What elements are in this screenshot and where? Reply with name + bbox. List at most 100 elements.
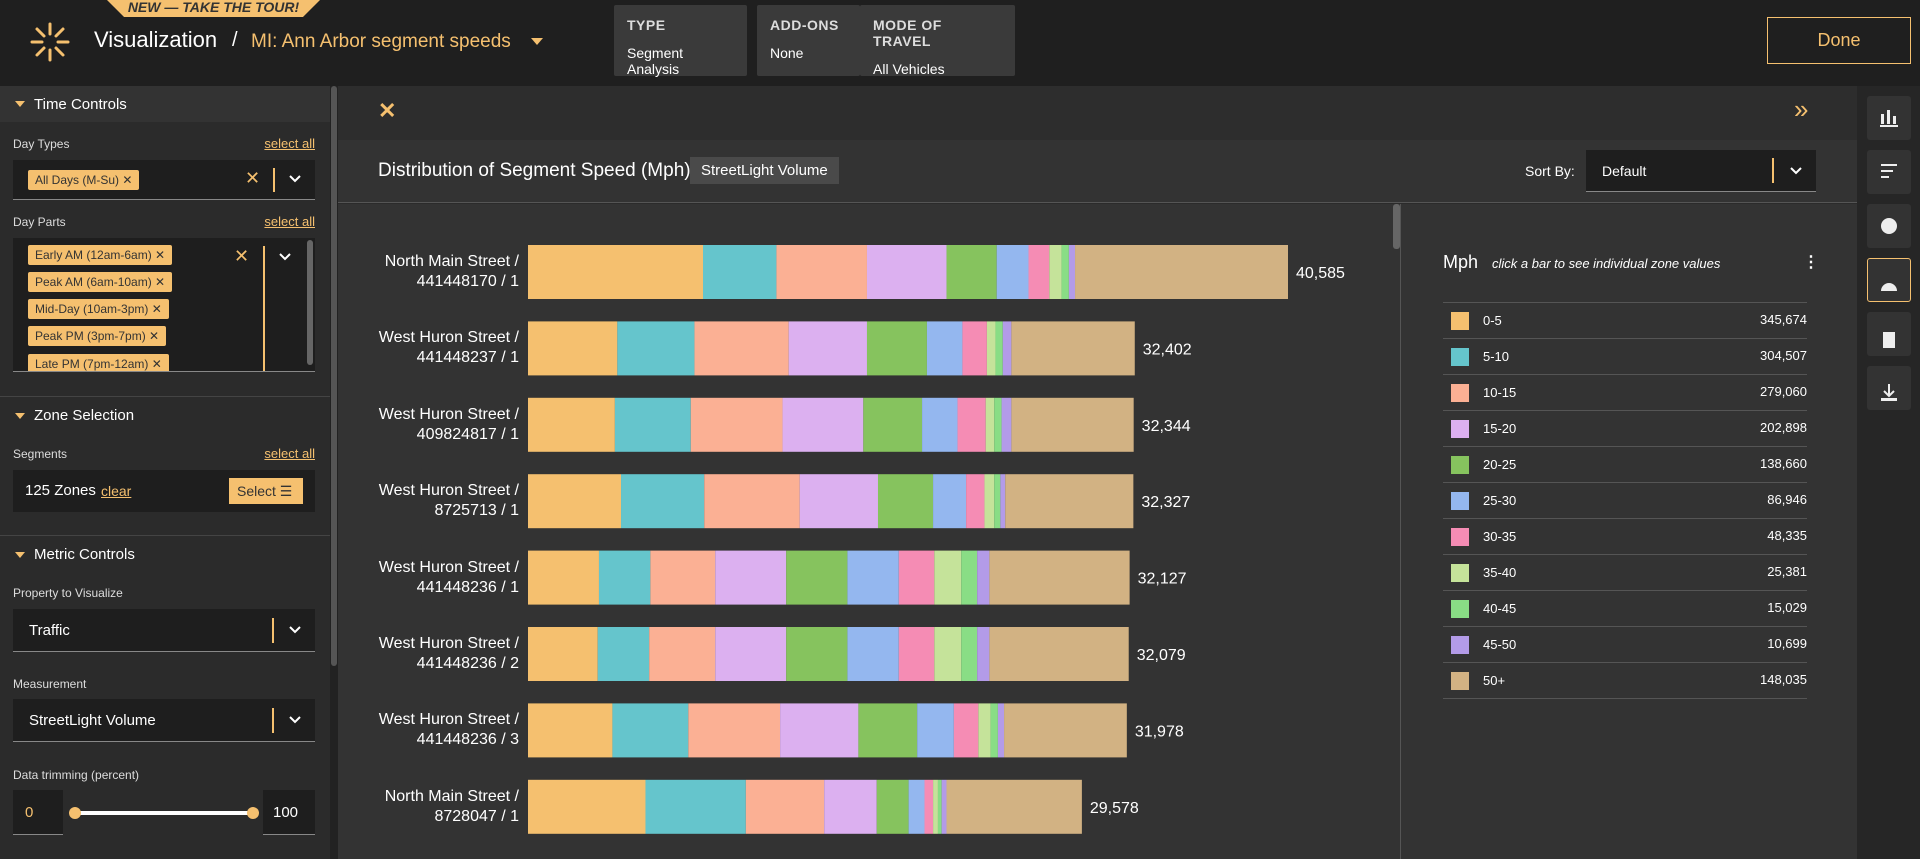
badge: StreetLight Volume <box>690 157 839 184</box>
legend-name: 50+ <box>1483 673 1506 688</box>
sort-select[interactable]: Default <box>1586 150 1816 192</box>
trim-min[interactable]: 0 <box>13 790 63 835</box>
bar-segment <box>934 627 962 681</box>
setting-addons[interactable]: ADD-ONS None <box>757 5 860 76</box>
clear-link[interactable]: clear <box>101 483 132 499</box>
bar-segment <box>847 627 899 681</box>
bar-segment <box>688 703 781 758</box>
select-all[interactable]: select all <box>264 214 315 229</box>
category-label: West Huron Street / 441448236 / 1 <box>378 558 519 596</box>
dropdown-arrow[interactable] <box>530 36 544 46</box>
scrollbar[interactable] <box>331 86 337 666</box>
scrollbar[interactable] <box>1393 204 1400 249</box>
chip[interactable]: Peak PM (3pm-7pm) ✕ <box>28 326 167 346</box>
bar-segment <box>528 627 598 681</box>
bar-segment <box>786 550 848 605</box>
category-label: North Main Street / 441448170 / 1 <box>384 253 519 290</box>
bar-segment <box>782 397 864 452</box>
legend-panel: Mph click a bar to see individual zone v… <box>1400 204 1857 859</box>
chip[interactable]: Late PM (7pm-12am) ✕ <box>28 354 169 371</box>
setting-label: TYPE <box>627 17 666 33</box>
property-select[interactable]: Traffic <box>13 609 315 652</box>
legend-swatch <box>1451 420 1469 438</box>
chip-text: Early AM (12am-6am) <box>35 248 152 262</box>
chip[interactable]: Early AM (12am-6am) ✕ <box>28 245 173 265</box>
legend-divider <box>1443 662 1807 663</box>
setting-type[interactable]: TYPE Segment Analysis <box>614 5 747 77</box>
section-title[interactable]: Metric Controls <box>34 546 135 563</box>
bar-segment <box>1004 703 1127 758</box>
slider-handle[interactable] <box>247 807 259 819</box>
total-label: 32,127 <box>1138 571 1187 588</box>
setting-label: ADD-ONS <box>770 17 839 33</box>
bar-segment <box>933 779 938 834</box>
bar-segment <box>1002 321 1012 376</box>
measurement-select[interactable]: StreetLight Volume <box>13 699 315 742</box>
close-button[interactable]: ✕ <box>378 98 397 123</box>
chip[interactable]: Peak AM (6am-10am) ✕ <box>28 272 173 292</box>
legend-swatch <box>1451 636 1469 654</box>
bar-segment <box>786 627 848 681</box>
bar-segment <box>1005 474 1134 529</box>
bar-segment <box>898 550 935 605</box>
bar-segment <box>1011 321 1135 376</box>
select-all[interactable]: select all <box>264 136 315 151</box>
legend-hint: click a bar to see individual zone value… <box>1492 256 1721 271</box>
bar-segment <box>694 321 789 376</box>
tour-banner[interactable]: NEW — TAKE THE TOUR! <box>107 0 320 17</box>
legend-name: 35-40 <box>1483 565 1517 580</box>
bar-segment <box>1075 245 1288 299</box>
chip[interactable]: Mid-Day (10am-3pm) ✕ <box>28 299 169 319</box>
day-parts-input[interactable]: Early AM (12am-6am) ✕ Peak AM (6am-10am)… <box>13 238 315 372</box>
bar-segment <box>997 703 1005 758</box>
logo <box>30 22 70 62</box>
total-label: 32,344 <box>1142 418 1191 435</box>
legend-swatch <box>1451 384 1469 402</box>
bar-segment <box>704 474 800 529</box>
setting-mode[interactable]: MODE OF TRAVEL All Vehicles <box>860 5 1015 77</box>
select-all[interactable]: select all <box>264 446 315 461</box>
icon-speed[interactable] <box>1867 258 1911 302</box>
legend-swatch <box>1451 600 1469 618</box>
bar-segment <box>621 474 705 529</box>
bar-segment <box>917 703 954 758</box>
project-name[interactable]: MI: Ann Arbor segment speeds <box>251 31 511 52</box>
section-title[interactable]: Zone Selection <box>34 407 135 424</box>
menu-button[interactable]: ⋮ <box>1803 254 1819 271</box>
bar-segment <box>977 627 990 681</box>
total-label: 40,585 <box>1296 265 1345 282</box>
select-value: Traffic <box>29 622 70 639</box>
bar-segment <box>715 627 787 681</box>
done-button[interactable]: Done <box>1767 17 1911 64</box>
total-label: 32,402 <box>1143 341 1192 358</box>
bar-segment <box>715 550 787 605</box>
bar-segment <box>858 703 918 758</box>
segments-box: 125 Zones clear Select ☰ <box>13 470 315 512</box>
chip[interactable]: All Days (M-Su) ✕ <box>28 170 140 190</box>
legend-name: 25-30 <box>1483 493 1517 508</box>
setting-label: MODE OF TRAVEL <box>873 17 942 49</box>
section-title[interactable]: Time Controls <box>34 96 127 113</box>
bar-segment <box>824 779 877 834</box>
trim-max[interactable]: 100 <box>263 790 315 835</box>
legend-name: 15-20 <box>1483 421 1517 436</box>
bar-segment <box>990 703 998 758</box>
bar-segment <box>776 245 867 299</box>
chart-title: Distribution of Segment Speed (Mph) <box>378 160 691 181</box>
slider-handle[interactable] <box>69 807 81 819</box>
collapse-button[interactable]: » <box>1794 94 1809 124</box>
bar-segment <box>866 321 927 376</box>
field-label: Day Types <box>13 137 70 151</box>
field-label: Segments <box>13 447 68 461</box>
bar-segment <box>1000 474 1006 529</box>
separator: / <box>232 29 238 51</box>
bar-segment <box>926 321 963 376</box>
legend-divider <box>1443 410 1807 411</box>
bar-segment <box>528 703 613 758</box>
select-button[interactable]: Select ☰ <box>229 478 303 504</box>
icon-rail <box>1857 86 1920 859</box>
chart-header: Distribution of Segment Speed (Mph) Stre… <box>338 140 1857 203</box>
day-types-input[interactable]: All Days (M-Su) ✕ ✕ <box>13 160 315 200</box>
chip-text: All Days (M-Su) <box>35 173 120 187</box>
